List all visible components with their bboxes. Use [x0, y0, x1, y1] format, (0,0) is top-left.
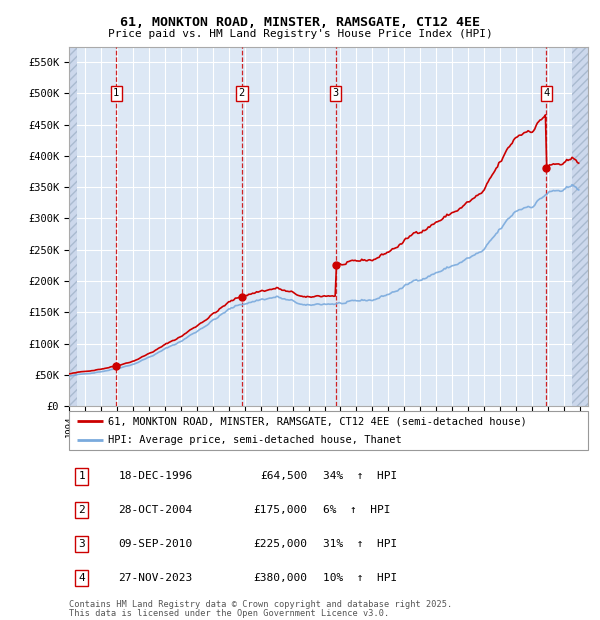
- Text: 61, MONKTON ROAD, MINSTER, RAMSGATE, CT12 4EE (semi-detached house): 61, MONKTON ROAD, MINSTER, RAMSGATE, CT1…: [108, 417, 527, 427]
- Text: Price paid vs. HM Land Registry's House Price Index (HPI): Price paid vs. HM Land Registry's House …: [107, 29, 493, 39]
- Text: 2: 2: [79, 505, 85, 515]
- Text: 4: 4: [79, 574, 85, 583]
- Text: 34%  ↑  HPI: 34% ↑ HPI: [323, 471, 398, 482]
- Text: 2: 2: [239, 89, 245, 99]
- Text: £175,000: £175,000: [254, 505, 308, 515]
- Text: £64,500: £64,500: [260, 471, 308, 482]
- Text: Contains HM Land Registry data © Crown copyright and database right 2025.: Contains HM Land Registry data © Crown c…: [69, 600, 452, 609]
- Text: £380,000: £380,000: [254, 574, 308, 583]
- Text: 09-SEP-2010: 09-SEP-2010: [118, 539, 193, 549]
- Text: 61, MONKTON ROAD, MINSTER, RAMSGATE, CT12 4EE: 61, MONKTON ROAD, MINSTER, RAMSGATE, CT1…: [120, 16, 480, 29]
- Text: 1: 1: [79, 471, 85, 482]
- Text: 3: 3: [332, 89, 338, 99]
- Text: HPI: Average price, semi-detached house, Thanet: HPI: Average price, semi-detached house,…: [108, 435, 401, 445]
- Bar: [69, 46, 77, 406]
- Text: 28-OCT-2004: 28-OCT-2004: [118, 505, 193, 515]
- Text: 27-NOV-2023: 27-NOV-2023: [118, 574, 193, 583]
- Text: 18-DEC-1996: 18-DEC-1996: [118, 471, 193, 482]
- Text: £225,000: £225,000: [254, 539, 308, 549]
- Text: 6%  ↑  HPI: 6% ↑ HPI: [323, 505, 391, 515]
- Text: 31%  ↑  HPI: 31% ↑ HPI: [323, 539, 398, 549]
- Text: 4: 4: [544, 89, 550, 99]
- Text: This data is licensed under the Open Government Licence v3.0.: This data is licensed under the Open Gov…: [69, 609, 389, 618]
- Bar: [572, 46, 588, 406]
- Text: 3: 3: [79, 539, 85, 549]
- FancyBboxPatch shape: [69, 411, 588, 449]
- Text: 10%  ↑  HPI: 10% ↑ HPI: [323, 574, 398, 583]
- Text: 1: 1: [113, 89, 119, 99]
